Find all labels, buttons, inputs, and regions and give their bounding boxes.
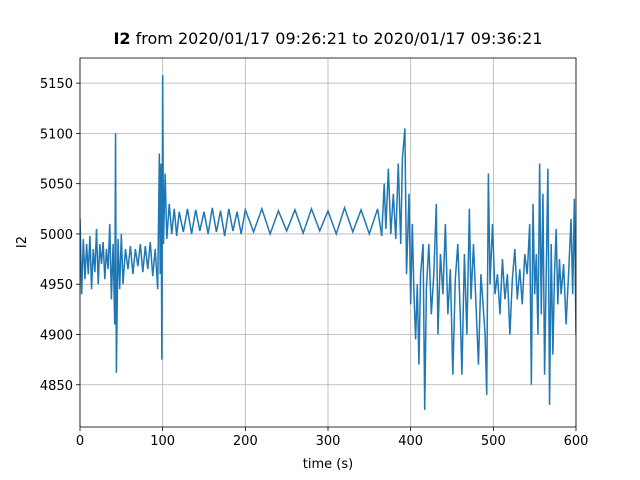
x-tick-label: 100 [150, 434, 175, 449]
y-tick-label: 5000 [40, 228, 73, 243]
y-axis-label: I2 [15, 236, 30, 248]
title-text: from 2020/01/17 09:26:21 to 2020/01/17 0… [136, 29, 543, 48]
plot-frame [79, 57, 577, 428]
x-tick-label: 600 [564, 434, 589, 449]
x-tick-label: 500 [481, 434, 506, 449]
x-tick-label: 300 [316, 434, 341, 449]
title-bold: I2 [113, 29, 130, 48]
x-tick-label: 400 [398, 434, 423, 449]
y-tick-label: 5100 [40, 127, 73, 142]
x-axis-label: time (s) [303, 457, 353, 472]
y-tick-label: 4950 [40, 278, 73, 293]
y-tick-label: 5150 [40, 77, 73, 92]
data-line [80, 75, 576, 410]
x-tick-label: 0 [76, 434, 84, 449]
y-tick-label: 4850 [40, 379, 73, 394]
y-tick-label: 5050 [40, 178, 73, 193]
y-tick-label: 4900 [40, 328, 73, 343]
x-tick-label: 200 [233, 434, 258, 449]
chart-title: I2 from 2020/01/17 09:26:21 to 2020/01/1… [113, 29, 542, 48]
